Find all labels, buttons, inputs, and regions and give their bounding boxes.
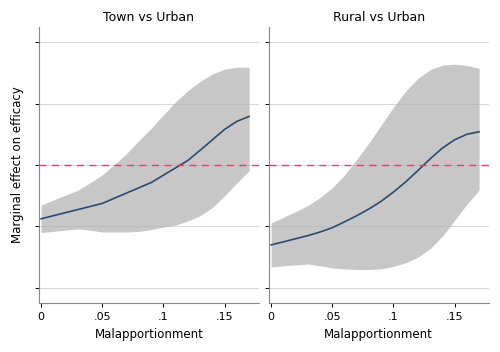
Y-axis label: Marginal effect on efficacy: Marginal effect on efficacy	[11, 87, 24, 243]
X-axis label: Malapportionment: Malapportionment	[324, 328, 433, 341]
Title: Town vs Urban: Town vs Urban	[104, 11, 194, 24]
X-axis label: Malapportionment: Malapportionment	[94, 328, 203, 341]
Title: Rural vs Urban: Rural vs Urban	[332, 11, 425, 24]
